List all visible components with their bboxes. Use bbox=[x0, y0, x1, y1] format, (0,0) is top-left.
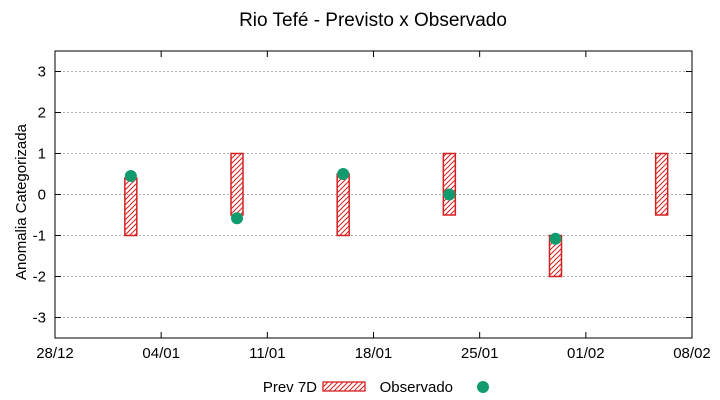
observado-point bbox=[231, 212, 243, 225]
observado-point bbox=[443, 188, 456, 201]
y-tick-label: -3 bbox=[33, 310, 46, 327]
observado-point bbox=[124, 170, 137, 183]
y-tick-label: 2 bbox=[38, 105, 46, 122]
x-tick-label: 25/01 bbox=[461, 345, 499, 362]
legend-label-observado: Observado bbox=[380, 379, 453, 396]
prev-7d-bar bbox=[442, 152, 457, 216]
y-axis-label: Anomalia Categorizada bbox=[13, 123, 30, 280]
x-tick-label: 04/01 bbox=[142, 345, 180, 362]
legend-label-prev-7d: Prev 7D bbox=[263, 379, 317, 396]
y-axis: -3 -2 -1 0 1 2 3 bbox=[33, 64, 692, 327]
x-tick-label: 08/02 bbox=[673, 345, 711, 362]
observado-point bbox=[337, 168, 350, 180]
observado-series bbox=[124, 168, 562, 245]
chart-title: Rio Tefé - Previsto x Observado bbox=[239, 10, 507, 31]
legend-swatch-observado bbox=[477, 381, 489, 393]
y-tick-label: 0 bbox=[38, 187, 46, 204]
x-tick-label: 18/01 bbox=[355, 345, 393, 362]
legend: Prev 7D Observado bbox=[263, 379, 489, 396]
x-axis: 28/12 04/01 11/01 18/01 25/01 01/02 08/02 bbox=[36, 51, 711, 362]
grid bbox=[55, 71, 692, 318]
prev-7d-bar bbox=[336, 173, 350, 237]
y-tick-label: -2 bbox=[33, 269, 46, 286]
prev-7d-bar bbox=[654, 152, 669, 216]
x-tick-label: 11/01 bbox=[249, 345, 285, 362]
prev-7d-bar bbox=[230, 152, 244, 216]
x-tick-label: 28/12 bbox=[36, 345, 74, 362]
y-tick-label: -1 bbox=[33, 228, 46, 245]
prev-7d-bar bbox=[124, 177, 138, 237]
observado-point bbox=[549, 232, 562, 245]
legend-swatch-prev-7d bbox=[322, 381, 366, 392]
y-tick-label: 3 bbox=[38, 64, 46, 81]
x-tick-label: 01/02 bbox=[567, 345, 605, 362]
prev-7d-series bbox=[124, 152, 669, 278]
y-tick-label: 1 bbox=[38, 146, 46, 163]
